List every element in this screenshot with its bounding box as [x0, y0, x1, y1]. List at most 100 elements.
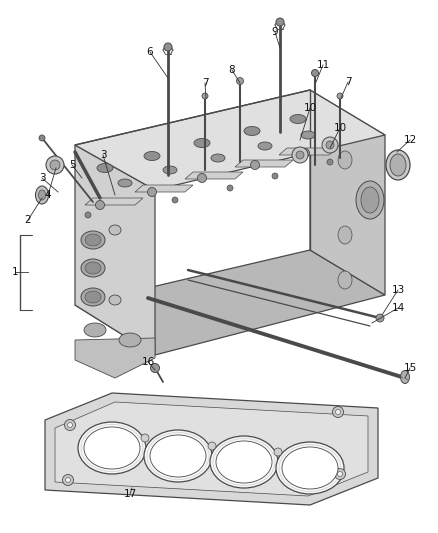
Text: 15: 15: [403, 363, 417, 373]
Polygon shape: [75, 338, 155, 378]
Ellipse shape: [216, 441, 272, 483]
Circle shape: [208, 442, 216, 450]
Text: 3: 3: [100, 150, 106, 160]
Text: 10: 10: [304, 103, 317, 113]
Ellipse shape: [276, 442, 344, 494]
Ellipse shape: [39, 190, 46, 200]
Polygon shape: [45, 393, 378, 505]
Text: 3: 3: [39, 173, 45, 183]
Polygon shape: [75, 250, 385, 355]
Circle shape: [85, 212, 91, 218]
Ellipse shape: [81, 288, 105, 306]
Circle shape: [335, 469, 346, 480]
Ellipse shape: [119, 333, 141, 347]
Ellipse shape: [85, 262, 101, 274]
Ellipse shape: [150, 435, 206, 477]
Text: 2: 2: [25, 215, 31, 225]
Circle shape: [337, 93, 343, 99]
Text: 13: 13: [392, 285, 405, 295]
Text: 14: 14: [392, 303, 405, 313]
Text: 17: 17: [124, 489, 137, 499]
Ellipse shape: [35, 186, 49, 204]
Text: 4: 4: [45, 190, 51, 200]
Circle shape: [141, 434, 149, 442]
Ellipse shape: [338, 271, 352, 289]
Text: 8: 8: [229, 65, 235, 75]
Circle shape: [276, 18, 284, 26]
Circle shape: [274, 448, 282, 456]
Ellipse shape: [400, 370, 410, 384]
Text: 5: 5: [69, 160, 75, 170]
Polygon shape: [55, 402, 368, 496]
Circle shape: [172, 197, 178, 203]
Ellipse shape: [144, 151, 160, 160]
Circle shape: [338, 472, 343, 477]
Ellipse shape: [386, 150, 410, 180]
Text: 11: 11: [316, 60, 330, 70]
Circle shape: [66, 478, 71, 482]
Circle shape: [237, 77, 244, 85]
Ellipse shape: [85, 291, 101, 303]
Circle shape: [292, 147, 308, 163]
Ellipse shape: [390, 154, 406, 176]
Circle shape: [63, 474, 74, 486]
Text: 12: 12: [403, 135, 417, 145]
Text: 16: 16: [141, 357, 155, 367]
Polygon shape: [235, 160, 293, 167]
Ellipse shape: [144, 430, 212, 482]
Ellipse shape: [109, 225, 121, 235]
Ellipse shape: [301, 131, 315, 139]
Polygon shape: [310, 90, 385, 295]
Circle shape: [322, 137, 338, 153]
Circle shape: [148, 188, 156, 197]
Circle shape: [311, 69, 318, 77]
Polygon shape: [185, 172, 243, 179]
Circle shape: [151, 364, 159, 373]
Circle shape: [227, 185, 233, 191]
Circle shape: [332, 407, 343, 417]
Ellipse shape: [109, 295, 121, 305]
Ellipse shape: [356, 181, 384, 219]
Ellipse shape: [84, 427, 140, 469]
Ellipse shape: [211, 154, 225, 162]
Circle shape: [95, 200, 105, 209]
Ellipse shape: [210, 436, 278, 488]
Ellipse shape: [85, 234, 101, 246]
Ellipse shape: [78, 422, 146, 474]
Circle shape: [336, 409, 340, 415]
Circle shape: [202, 93, 208, 99]
Text: 9: 9: [272, 27, 278, 37]
Polygon shape: [279, 148, 337, 155]
Polygon shape: [135, 185, 193, 192]
Circle shape: [67, 423, 73, 427]
Circle shape: [376, 314, 384, 322]
Ellipse shape: [282, 447, 338, 489]
Circle shape: [296, 151, 304, 159]
Ellipse shape: [81, 231, 105, 249]
Ellipse shape: [338, 226, 352, 244]
Ellipse shape: [163, 166, 177, 174]
Text: 7: 7: [345, 77, 351, 87]
Circle shape: [198, 174, 206, 182]
Text: 6: 6: [147, 47, 153, 57]
Ellipse shape: [244, 126, 260, 135]
Ellipse shape: [81, 259, 105, 277]
Circle shape: [272, 173, 278, 179]
Polygon shape: [75, 145, 155, 355]
Ellipse shape: [258, 142, 272, 150]
Polygon shape: [75, 90, 385, 190]
Ellipse shape: [118, 179, 132, 187]
Circle shape: [64, 419, 75, 431]
Circle shape: [251, 160, 259, 169]
Text: 7: 7: [201, 78, 208, 88]
Circle shape: [300, 149, 310, 157]
Circle shape: [164, 43, 172, 51]
Circle shape: [50, 160, 60, 170]
Ellipse shape: [361, 187, 379, 213]
Ellipse shape: [290, 115, 306, 124]
Ellipse shape: [97, 164, 113, 173]
Text: 10: 10: [333, 123, 346, 133]
Ellipse shape: [84, 323, 106, 337]
Circle shape: [39, 135, 45, 141]
Polygon shape: [85, 198, 143, 205]
